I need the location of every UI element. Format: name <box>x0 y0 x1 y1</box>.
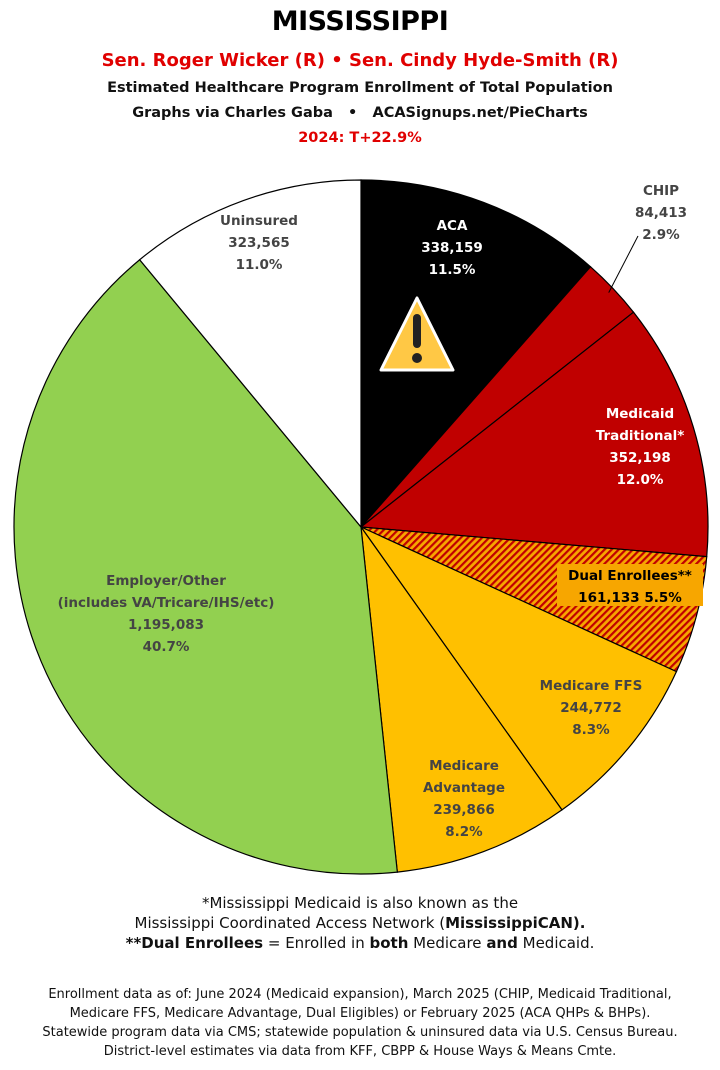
slice-label: 323,565 <box>228 235 290 251</box>
credit-line: Graphs via Charles Gaba • ACASignups.net… <box>132 105 588 121</box>
note-dual-b: Medicare <box>408 934 487 952</box>
chip-leader-line <box>608 235 639 293</box>
slice-label: 11.0% <box>236 257 283 273</box>
slice-label: 1,195,083 <box>128 617 204 633</box>
note-dual-and: and <box>486 934 518 952</box>
pie-slice-medicare <box>359 525 678 811</box>
slice-label: (includes VA/Tricare/IHS/etc) <box>58 595 275 611</box>
sources: Enrollment data as of: June 2024 (Medica… <box>0 985 720 1061</box>
senators: Sen. Roger Wicker (R) • Sen. Cindy Hyde-… <box>101 50 619 71</box>
slice-label: CHIP <box>643 183 679 199</box>
trend-label: 2024: T+22.9% <box>298 130 422 146</box>
note-dual-c: Medicaid. <box>517 934 595 952</box>
dual-label-box <box>557 564 703 606</box>
slice-label: 161,133 5.5% <box>578 590 682 606</box>
note-dual-both: both <box>369 934 409 952</box>
pie-slice-aca <box>360 179 592 529</box>
slice-label: 84,413 <box>635 205 687 221</box>
note-dual-a: = Enrolled in <box>263 934 370 952</box>
warning-icon <box>379 296 455 372</box>
slice-label: 338,159 <box>421 240 483 256</box>
slice-label: Medicare FFS <box>540 678 643 694</box>
note-dual-term: **Dual Enrollees <box>125 934 264 952</box>
pie-slice-medicaid <box>359 311 709 558</box>
slice-label: Dual Enrollees** <box>568 568 692 584</box>
slice-label: Uninsured <box>220 213 298 229</box>
pie-slice-employer <box>13 258 398 875</box>
slice-label: 8.3% <box>572 722 610 738</box>
footnotes: *Mississippi Medicaid is also known as t… <box>0 893 720 953</box>
slice-label: 352,198 <box>609 450 671 466</box>
note-mscan: Mississippi Coordinated Access Network ( <box>134 914 446 932</box>
source-line-1: Enrollment data as of: June 2024 (Medica… <box>48 987 672 1002</box>
slice-label: Employer/Other <box>106 573 226 589</box>
slice-label: Advantage <box>423 780 505 796</box>
chart-subtitle: Estimated Healthcare Program Enrollment … <box>107 80 613 96</box>
pie-slice-medicare <box>360 524 563 873</box>
slice-label: Medicare <box>429 758 499 774</box>
slice-label: 8.2% <box>445 824 483 840</box>
source-line-4: District-level estimates via data from K… <box>103 1044 617 1059</box>
slice-label: 239,866 <box>433 802 495 818</box>
source-line-3: Statewide program data via CMS; statewid… <box>42 1025 678 1040</box>
source-line-2: Medicare FFS, Medicare Advantage, Dual E… <box>69 1006 651 1021</box>
slice-label: Medicaid <box>606 406 674 422</box>
note-medicaid: *Mississippi Medicaid is also known as t… <box>201 894 519 912</box>
slice-label: ACA <box>437 218 468 234</box>
note-mscan-bold: MississippiCAN). <box>445 914 586 932</box>
slice-label: 11.5% <box>429 262 476 278</box>
slice-label: Traditional* <box>596 428 685 444</box>
slice-label: 12.0% <box>617 472 664 488</box>
slice-label: 244,772 <box>560 700 622 716</box>
pie-slice-uninsured <box>138 179 362 529</box>
slice-label: 40.7% <box>143 639 190 655</box>
chart-title: MISSISSIPPI <box>271 6 449 37</box>
slice-label: 2.9% <box>642 227 680 243</box>
